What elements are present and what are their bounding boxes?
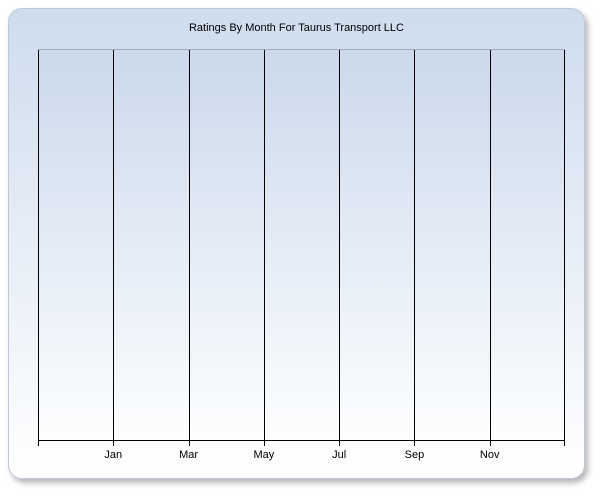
x-tick bbox=[414, 441, 416, 446]
x-tick-label: Sep bbox=[404, 449, 425, 461]
x-tick bbox=[113, 441, 115, 446]
x-tick-label: Jul bbox=[332, 449, 347, 461]
x-tick bbox=[339, 441, 341, 446]
x-gridline bbox=[188, 50, 190, 440]
x-gridline bbox=[414, 50, 416, 440]
x-gridline bbox=[113, 50, 115, 440]
x-tick bbox=[188, 441, 190, 446]
x-tick bbox=[38, 441, 39, 446]
x-tick-label: May bbox=[253, 449, 275, 461]
chart-panel: Ratings By Month For Taurus Transport LL… bbox=[8, 8, 585, 479]
x-tick-label: Nov bbox=[479, 449, 500, 461]
x-tick bbox=[263, 441, 265, 446]
plot-area: Jan Mar May Jul Sep Nov bbox=[38, 49, 565, 461]
x-gridline bbox=[339, 50, 341, 440]
x-gridline bbox=[564, 50, 565, 440]
x-tick bbox=[564, 441, 565, 446]
x-tick bbox=[489, 441, 491, 446]
x-tick-label: Mar bbox=[179, 449, 199, 461]
x-gridline bbox=[489, 50, 491, 440]
chart-title: Ratings By Month For Taurus Transport LL… bbox=[188, 22, 404, 34]
x-gridline bbox=[263, 50, 265, 440]
x-tick-label: Jan bbox=[104, 449, 123, 461]
y-axis-line bbox=[38, 50, 39, 440]
